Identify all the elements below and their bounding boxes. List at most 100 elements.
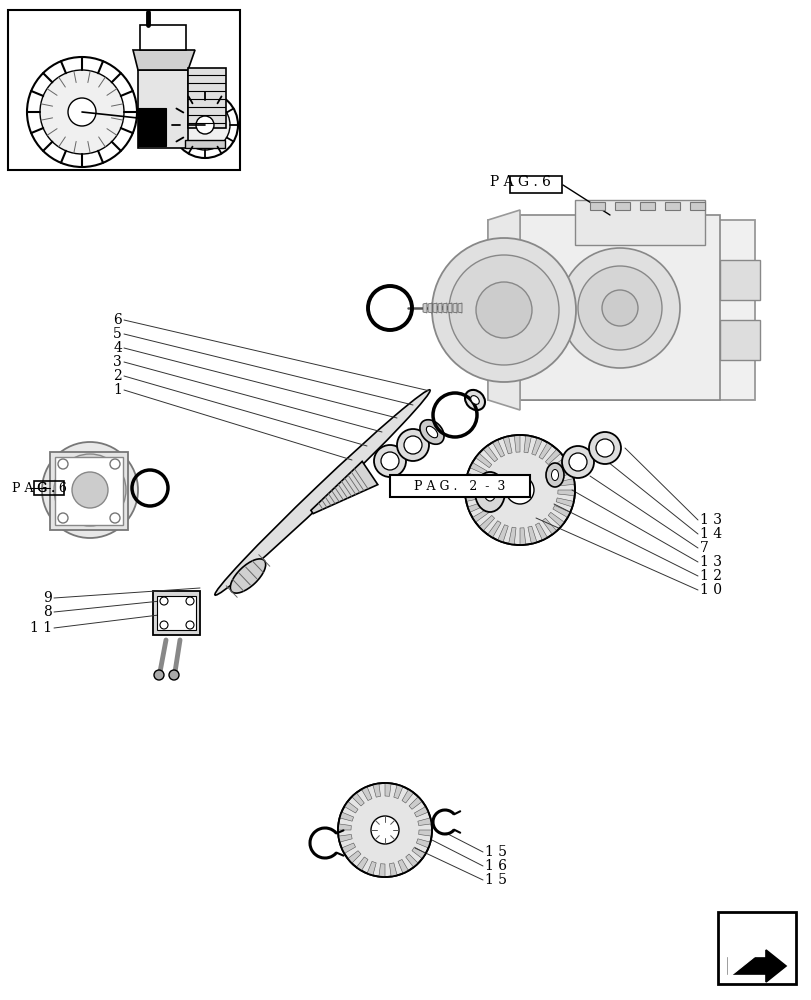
Circle shape — [195, 116, 214, 134]
Polygon shape — [437, 303, 441, 313]
Text: 7: 7 — [699, 541, 708, 555]
Circle shape — [72, 472, 108, 508]
Polygon shape — [478, 515, 494, 531]
Polygon shape — [502, 436, 512, 454]
Polygon shape — [152, 591, 200, 635]
Ellipse shape — [545, 463, 564, 487]
Bar — [389, 475, 530, 497]
Polygon shape — [418, 818, 431, 826]
Polygon shape — [492, 440, 504, 457]
Polygon shape — [338, 834, 352, 842]
Text: 6: 6 — [113, 313, 122, 327]
Polygon shape — [185, 140, 225, 148]
Polygon shape — [557, 490, 574, 496]
Polygon shape — [457, 303, 461, 313]
Polygon shape — [527, 526, 536, 544]
Circle shape — [109, 459, 120, 469]
Text: 1 2: 1 2 — [699, 569, 721, 583]
Polygon shape — [513, 435, 519, 452]
Polygon shape — [519, 528, 525, 545]
Text: 5: 5 — [113, 327, 122, 341]
Text: 8: 8 — [43, 605, 52, 619]
Bar — [188, 68, 225, 128]
Circle shape — [154, 670, 164, 680]
Ellipse shape — [551, 470, 558, 481]
Ellipse shape — [230, 559, 265, 593]
Polygon shape — [475, 453, 491, 468]
Circle shape — [475, 282, 531, 338]
Polygon shape — [487, 210, 519, 410]
Polygon shape — [384, 783, 391, 796]
Circle shape — [172, 92, 238, 158]
Bar — [689, 202, 704, 210]
Circle shape — [560, 248, 679, 368]
Bar — [639, 202, 654, 210]
Circle shape — [404, 436, 422, 454]
Circle shape — [374, 445, 406, 477]
Polygon shape — [483, 446, 497, 462]
Polygon shape — [465, 494, 483, 501]
Polygon shape — [379, 864, 384, 877]
Bar — [719, 260, 759, 300]
Polygon shape — [361, 787, 371, 801]
Ellipse shape — [465, 390, 484, 410]
Polygon shape — [497, 525, 508, 542]
Circle shape — [27, 57, 137, 167]
Polygon shape — [418, 830, 431, 836]
Circle shape — [431, 238, 575, 382]
Bar — [614, 202, 629, 210]
Text: G . 6: G . 6 — [37, 482, 67, 494]
Text: 1 4: 1 4 — [699, 527, 721, 541]
Text: 1 5: 1 5 — [484, 845, 506, 859]
Circle shape — [40, 70, 124, 154]
Circle shape — [54, 454, 126, 526]
Circle shape — [588, 432, 620, 464]
Bar — [34, 481, 64, 495]
Polygon shape — [453, 303, 457, 313]
Circle shape — [169, 670, 178, 680]
Text: 3: 3 — [113, 355, 122, 369]
Bar — [717, 912, 795, 984]
Circle shape — [42, 442, 138, 538]
Polygon shape — [356, 857, 367, 871]
Text: 1: 1 — [113, 383, 122, 397]
Circle shape — [505, 476, 534, 504]
Circle shape — [465, 435, 574, 545]
Polygon shape — [552, 505, 569, 518]
Text: 2: 2 — [113, 369, 122, 383]
Polygon shape — [157, 596, 195, 630]
Circle shape — [561, 446, 594, 478]
Text: 1 3: 1 3 — [699, 555, 721, 569]
Circle shape — [58, 513, 68, 523]
Polygon shape — [423, 303, 427, 313]
Polygon shape — [401, 789, 413, 803]
Polygon shape — [727, 950, 785, 982]
Polygon shape — [427, 303, 431, 313]
Polygon shape — [487, 220, 754, 400]
Polygon shape — [534, 523, 547, 540]
Circle shape — [58, 459, 68, 469]
Polygon shape — [467, 502, 485, 512]
Polygon shape — [472, 509, 489, 522]
Circle shape — [601, 290, 637, 326]
Ellipse shape — [419, 420, 444, 444]
Text: 9: 9 — [43, 591, 52, 605]
Polygon shape — [556, 498, 573, 507]
Polygon shape — [448, 303, 452, 313]
Polygon shape — [409, 797, 422, 809]
Circle shape — [160, 597, 168, 605]
Circle shape — [337, 783, 431, 877]
Bar — [138, 108, 165, 146]
Polygon shape — [414, 806, 428, 817]
Polygon shape — [523, 435, 530, 453]
Polygon shape — [556, 479, 574, 486]
Polygon shape — [470, 462, 487, 475]
Polygon shape — [50, 452, 128, 530]
Circle shape — [109, 513, 120, 523]
Polygon shape — [55, 457, 122, 525]
Polygon shape — [542, 518, 556, 534]
Polygon shape — [372, 783, 380, 797]
Text: 1 1: 1 1 — [30, 621, 52, 635]
Polygon shape — [138, 70, 188, 148]
Text: 1 6: 1 6 — [484, 859, 506, 873]
